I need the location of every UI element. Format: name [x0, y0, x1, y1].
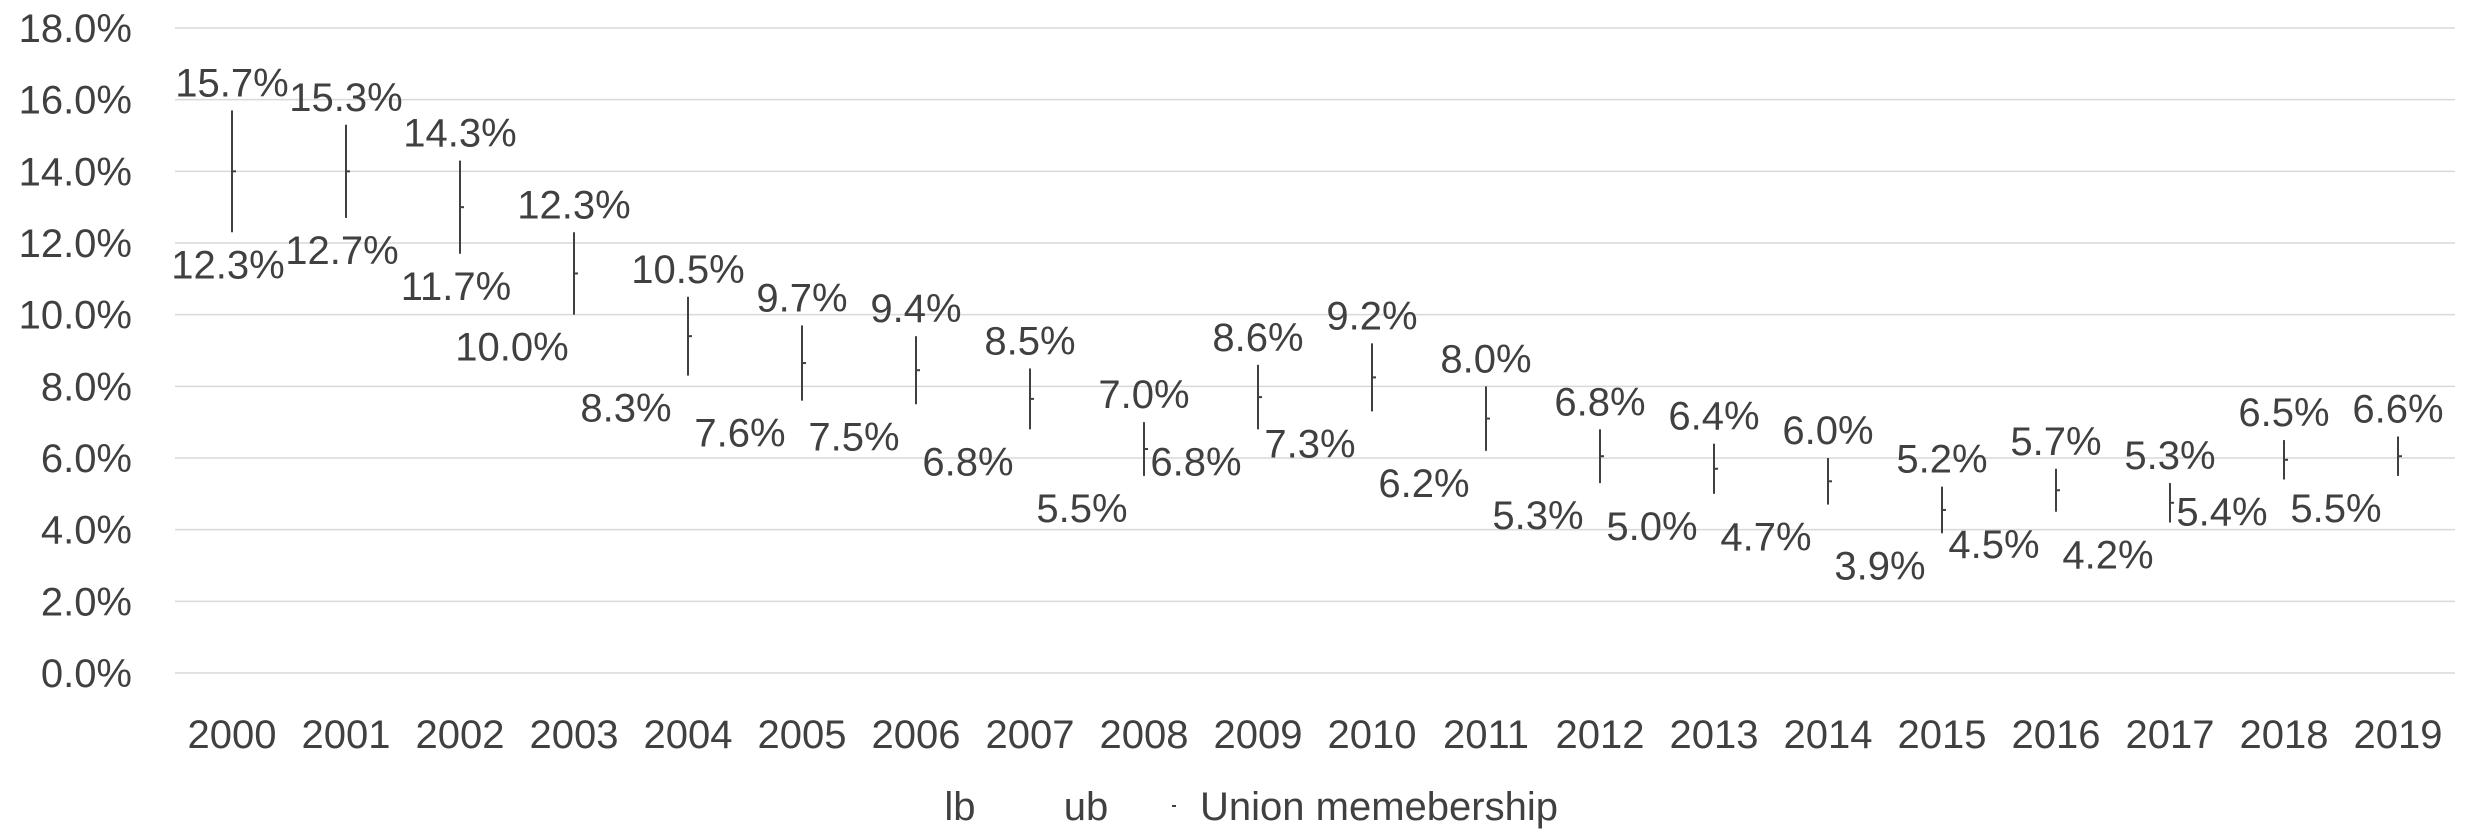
- lb-data-label: 10.0%: [455, 326, 568, 370]
- x-tick-label: 2015: [1898, 713, 1987, 757]
- y-tick-label: 0.0%: [41, 652, 132, 696]
- x-tick-label: 2008: [1100, 713, 1189, 757]
- legend-item-lb: lb: [944, 785, 975, 829]
- ub-data-label: 5.3%: [2124, 434, 2215, 478]
- x-tick-label: 2006: [872, 713, 961, 757]
- lb-data-label: 6.2%: [1378, 462, 1469, 506]
- y-tick-label: 4.0%: [41, 509, 132, 553]
- ub-data-label: 8.5%: [984, 319, 1075, 363]
- ub-data-label: 6.4%: [1668, 395, 1759, 439]
- x-tick-label: 2014: [1784, 713, 1873, 757]
- y-tick-label: 14.0%: [19, 150, 132, 194]
- ub-data-label: 8.6%: [1212, 316, 1303, 360]
- x-tick-label: 2013: [1670, 713, 1759, 757]
- y-axis-tick-labels: 0.0% 2.0% 4.0% 6.0% 8.0% 10.0% 12.0% 14.0% 16.0%…: [19, 7, 132, 696]
- lb-data-label: 4.2%: [2062, 534, 2153, 578]
- ub-data-label: 5.7%: [2010, 420, 2101, 464]
- x-tick-label: 2011: [1443, 713, 1529, 757]
- ub-data-label: 6.8%: [1554, 380, 1645, 424]
- lb-data-label: 5.3%: [1492, 494, 1583, 538]
- lb-data-label: 4.5%: [1948, 523, 2039, 567]
- y-tick-label: 12.0%: [19, 222, 132, 266]
- ub-data-label: 15.7%: [175, 61, 288, 105]
- lb-data-label: 7.3%: [1264, 422, 1355, 466]
- x-tick-label: 2003: [530, 713, 619, 757]
- lb-data-label: 11.7%: [401, 265, 511, 309]
- ub-data-label: 9.4%: [870, 287, 961, 331]
- ub-data-label: 6.5%: [2238, 391, 2329, 435]
- x-tick-label: 2007: [986, 713, 1075, 757]
- x-tick-label: 2004: [644, 713, 733, 757]
- x-tick-label: 2017: [2126, 713, 2215, 757]
- x-tick-label: 2009: [1214, 713, 1303, 757]
- ub-data-label: 7.0%: [1098, 373, 1189, 417]
- legend-item-ub: ub: [1064, 785, 1109, 829]
- ub-data-label: 5.2%: [1896, 438, 1987, 482]
- y-tick-label: 10.0%: [19, 294, 132, 338]
- lb-data-label: 6.8%: [1150, 440, 1241, 484]
- data-labels: 15.7%12.3%15.3%12.7%14.3%11.7%12.3%10.0%…: [171, 61, 2443, 588]
- ub-data-label: 12.3%: [517, 183, 630, 227]
- ub-data-label: 9.2%: [1326, 294, 1417, 338]
- lb-data-label: 12.3%: [171, 243, 284, 287]
- lb-data-label: 5.0%: [1606, 505, 1697, 549]
- ub-data-label: 6.0%: [1782, 409, 1873, 453]
- x-tick-label: 2002: [416, 713, 505, 757]
- gridlines: [175, 27, 2455, 674]
- lb-data-label: 6.8%: [922, 440, 1013, 484]
- ub-data-label: 8.0%: [1440, 337, 1531, 381]
- x-tick-label: 2012: [1556, 713, 1645, 757]
- legend: lb ub Union memebership: [944, 785, 1558, 829]
- x-tick-label: 2019: [2354, 713, 2443, 757]
- ub-data-label: 9.7%: [756, 276, 847, 320]
- lb-data-label: 4.7%: [1720, 516, 1811, 560]
- ub-data-label: 14.3%: [403, 112, 516, 156]
- y-tick-label: 18.0%: [19, 7, 132, 51]
- x-tick-label: 2010: [1328, 713, 1417, 757]
- x-tick-label: 2005: [758, 713, 847, 757]
- legend-item-union-membership: Union memebership: [1200, 785, 1558, 829]
- lb-data-label: 5.4%: [2176, 491, 2267, 535]
- lb-data-label: 5.5%: [2290, 487, 2381, 531]
- y-tick-label: 8.0%: [41, 365, 132, 409]
- range-bars: [231, 110, 2402, 534]
- ub-data-label: 15.3%: [289, 76, 402, 120]
- y-tick-label: 6.0%: [41, 437, 132, 481]
- x-tick-label: 2001: [302, 713, 391, 757]
- ub-data-label: 6.6%: [2352, 388, 2443, 432]
- lb-data-label: 3.9%: [1834, 544, 1925, 588]
- lb-data-label: 7.6%: [694, 412, 785, 456]
- ub-data-label: 10.5%: [631, 248, 744, 292]
- y-tick-label: 2.0%: [41, 580, 132, 624]
- lb-data-label: 8.3%: [580, 387, 671, 431]
- x-tick-label: 2000: [188, 713, 277, 757]
- lb-data-label: 5.5%: [1036, 487, 1127, 531]
- y-tick-label: 16.0%: [19, 79, 132, 123]
- lb-data-label: 7.5%: [808, 415, 899, 459]
- x-tick-label: 2016: [2012, 713, 2101, 757]
- lb-data-label: 12.7%: [285, 229, 398, 273]
- x-axis-tick-labels: 2000 2001 2002 2003 2004 2005 2006 2007 2008 2009…: [188, 713, 2443, 757]
- x-tick-label: 2018: [2240, 713, 2329, 757]
